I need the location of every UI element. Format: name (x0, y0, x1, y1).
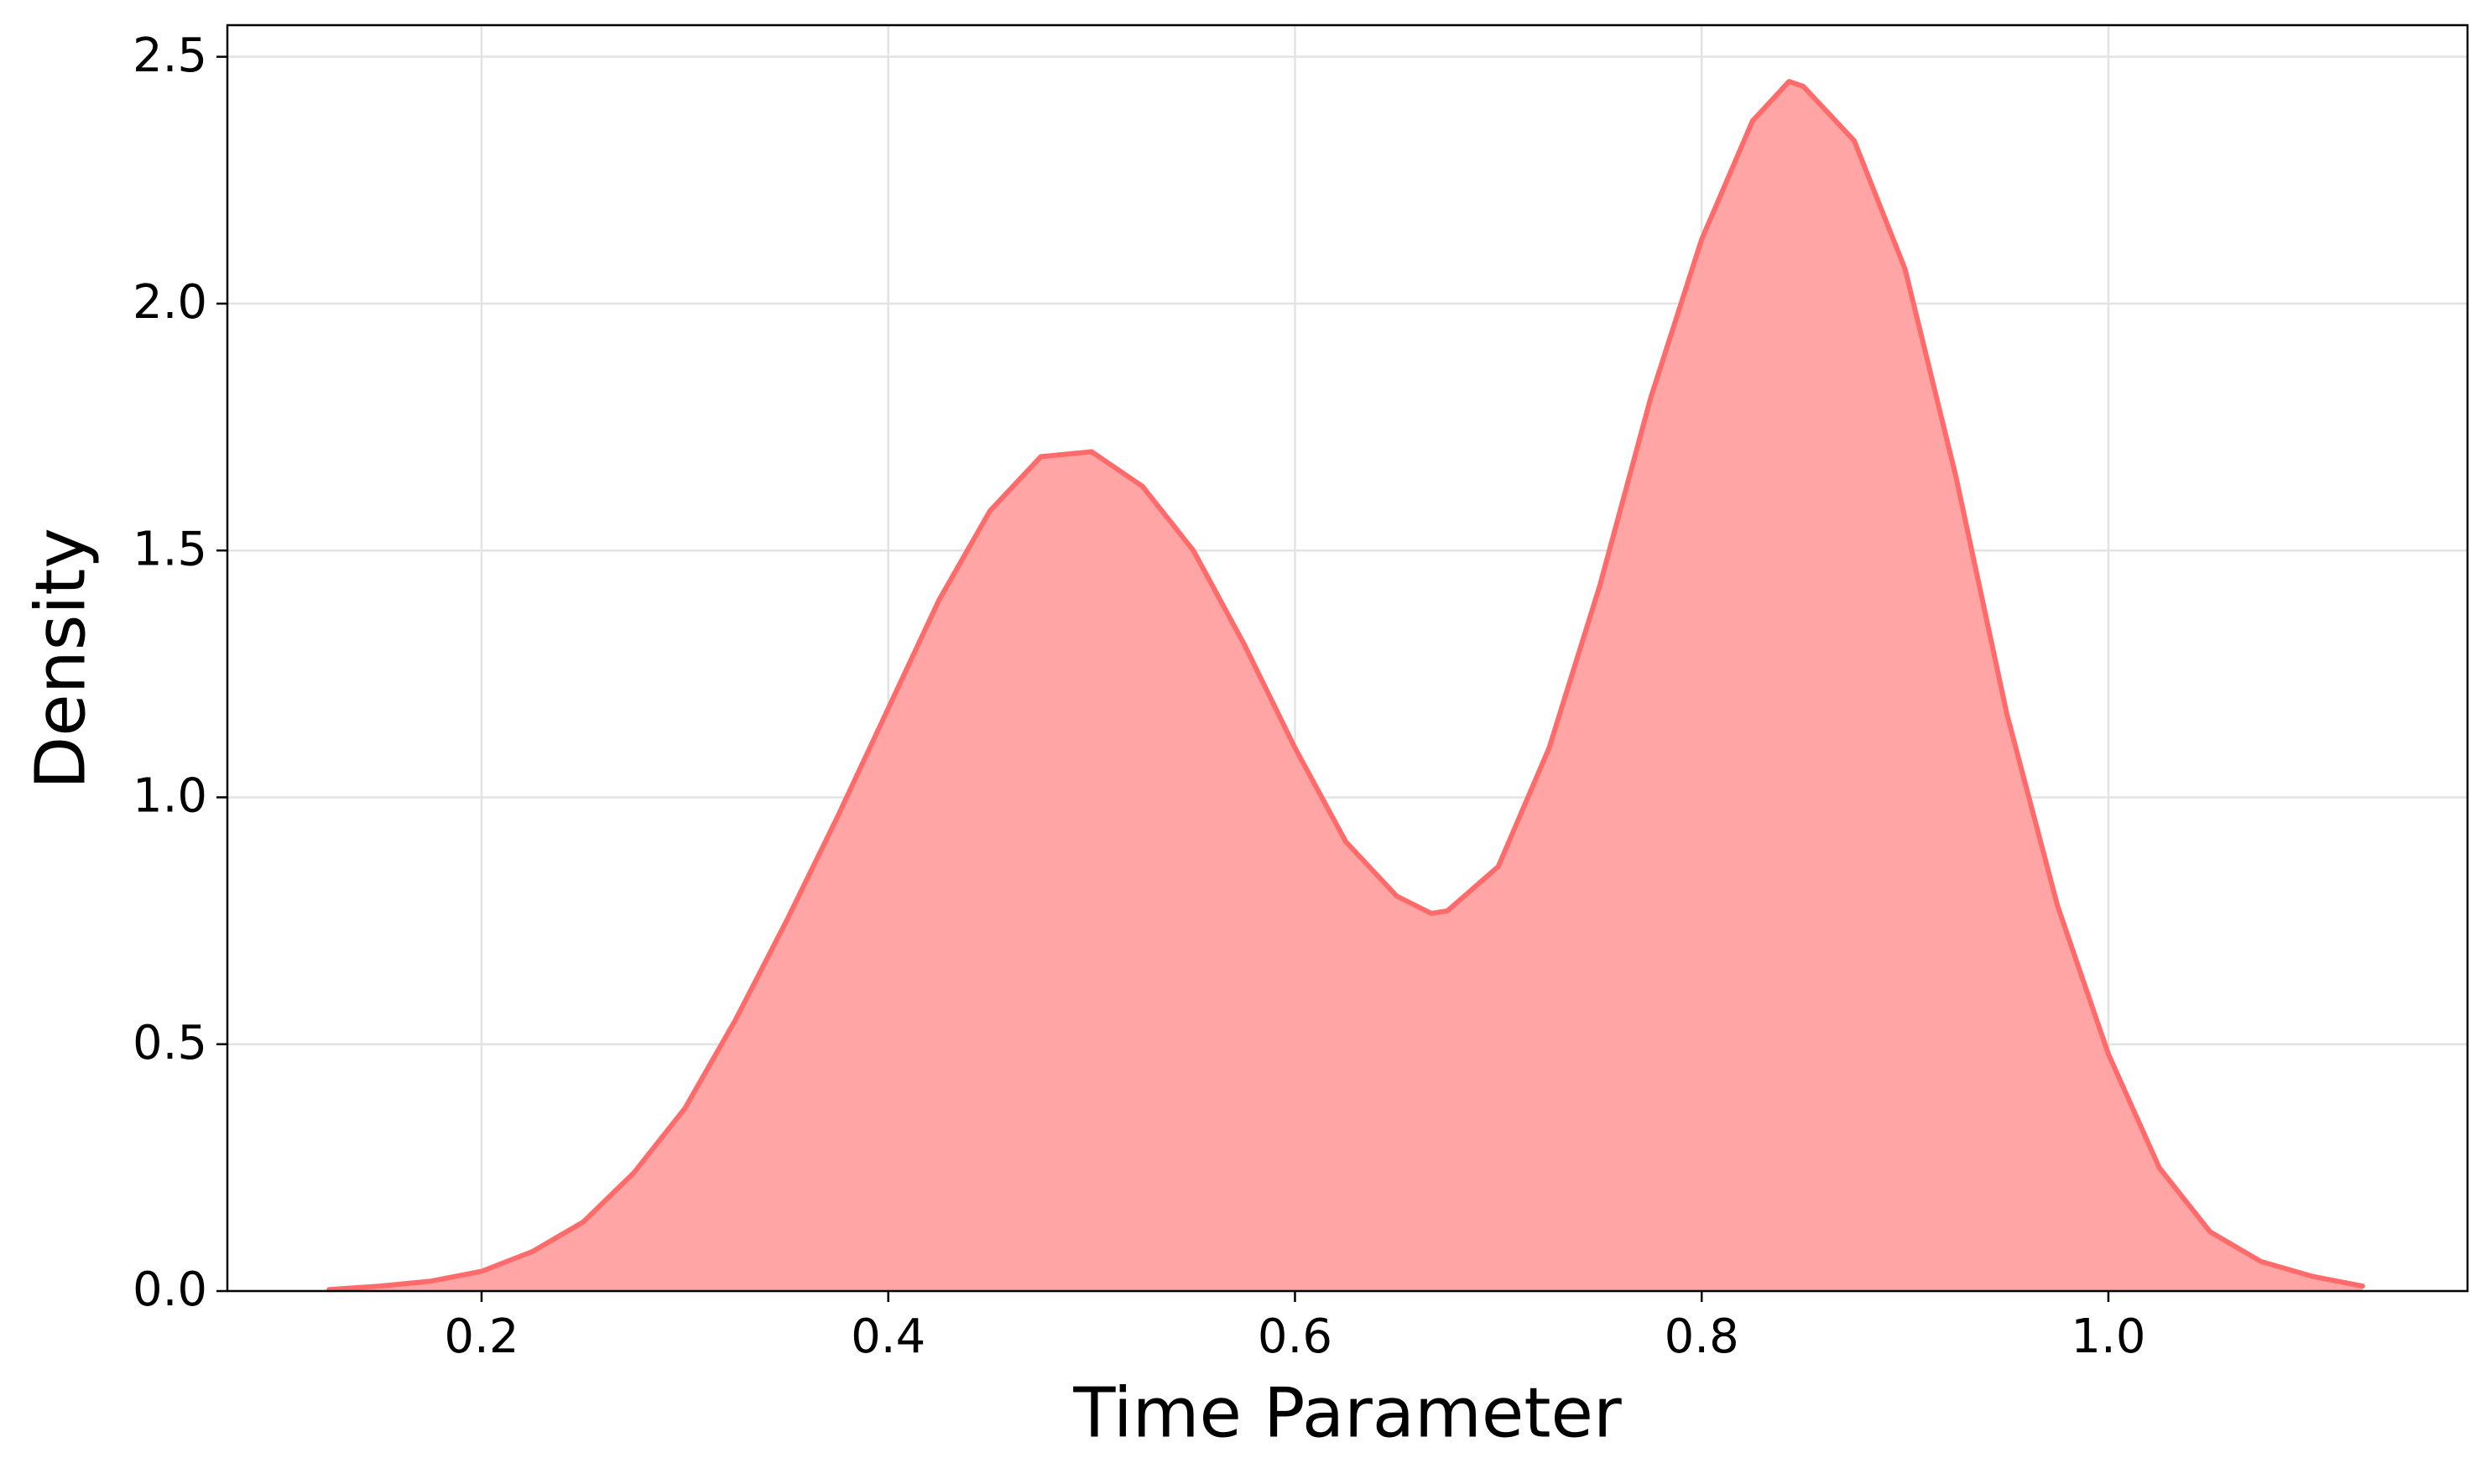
density-line (326, 79, 2365, 1293)
y-tick-label: 0.5 (133, 1016, 207, 1070)
area-fill (329, 81, 2363, 1292)
x-tick-label: 0.2 (444, 1310, 519, 1364)
y-tick-label: 0.0 (133, 1263, 207, 1317)
x-tick-label: 0.8 (1665, 1310, 1739, 1364)
x-axis-label: Time Parameter (1072, 1373, 1622, 1453)
y-tick-label: 1.0 (133, 769, 207, 824)
y-axis-label: Density (21, 528, 101, 789)
x-tick-label: 0.4 (851, 1310, 925, 1364)
x-tick-label: 0.6 (1258, 1310, 1332, 1364)
y-tick-label: 1.5 (133, 522, 207, 576)
plot-frame (226, 23, 2469, 1293)
y-tick-label: 2.5 (133, 29, 207, 83)
x-tick-label: 1.0 (2071, 1310, 2145, 1364)
y-tick-label: 2.0 (133, 275, 207, 330)
